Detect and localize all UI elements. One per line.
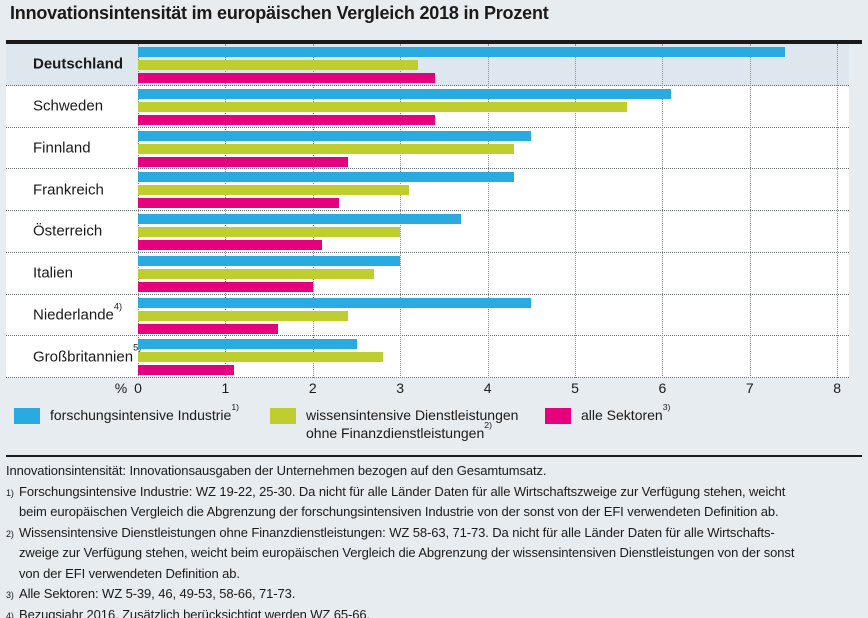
bar-alle-sektoren — [138, 198, 339, 209]
gridline — [400, 44, 402, 378]
country-label: Finnland — [33, 139, 91, 157]
country-label: Niederlande4) — [33, 301, 123, 324]
country-label: Deutschland — [33, 55, 124, 73]
footnote-line: Innovationsintensität: Innovationsausgab… — [6, 463, 547, 478]
bar-alle-sektoren — [138, 156, 348, 167]
chart-title: Innovationsintensität im europäischen Ve… — [10, 3, 549, 23]
footnote-marker: 4) — [6, 610, 14, 618]
bar-forschungsintensive-industrie — [138, 214, 462, 224]
footnote-line: Bezugsjahr 2016. Zusätzlich berücksichti… — [19, 606, 371, 618]
country-label: Italien — [33, 264, 74, 282]
legend-label-line: alle Sektoren3) — [581, 402, 671, 423]
country-row: Frankreich — [6, 169, 849, 211]
bar-alle-sektoren — [138, 240, 322, 250]
footnote-divider — [6, 455, 862, 457]
footnote-line: Alle Sektoren: WZ 5-39, 46, 49-53, 58-66… — [19, 586, 296, 601]
footnote: 1) Forschungsintensive Industrie: WZ 19-2… — [6, 482, 864, 523]
legend-label-line: forschungsintensive Industrie1) — [50, 402, 240, 423]
bar-forschungsintensive-industrie — [138, 255, 401, 266]
country-row: Schweden — [6, 86, 849, 128]
gridline — [749, 44, 751, 378]
axis-tick-label: 7 — [745, 380, 754, 396]
footnote-line: beim europäischen Vergleich die Abgrenzu… — [19, 504, 779, 519]
bar-forschungsintensive-industrie — [138, 130, 532, 141]
bar-alle-sektoren — [138, 281, 313, 292]
legend-swatch — [14, 408, 40, 424]
country-row: Italien — [6, 253, 849, 295]
footnote: 4) Bezugsjahr 2016. Zusätzlich berücksich… — [6, 605, 864, 618]
footnote-marker: 2) — [484, 420, 492, 431]
bar-alle-sektoren — [138, 73, 436, 83]
axis-tick-label: 5 — [571, 380, 579, 396]
legend-swatch — [270, 408, 296, 424]
x-axis: % 0 1 2 3 4 5 6 7 8 — [6, 380, 849, 398]
bar-wissensintensive-dienstleistungen — [138, 310, 348, 321]
gridline — [662, 44, 664, 378]
country-label: Schweden — [33, 97, 104, 115]
gridline — [225, 44, 227, 378]
bar-alle-sektoren — [138, 365, 235, 376]
country-label: Österreich — [33, 222, 103, 240]
axis-tick-label: 8 — [833, 380, 842, 396]
bar-wissensintensive-dienstleistungen — [138, 352, 383, 363]
legend-label-line: ohne Finanzdienstleistungen2) — [306, 420, 492, 441]
bar-forschungsintensive-industrie — [138, 88, 672, 99]
bar-wissensintensive-dienstleistungen — [138, 143, 514, 154]
gridline — [837, 44, 839, 378]
footnote-marker: 5) — [133, 343, 141, 353]
bar-forschungsintensive-industrie — [138, 172, 514, 183]
footnotes: Innovationsintensität: Innovationsausgab… — [6, 461, 864, 618]
country-row: Österreich — [6, 211, 849, 253]
legend-label: alle Sektoren3) — [581, 402, 671, 424]
footnote-line: Wissensintensive Dienstleistungen ohne F… — [19, 524, 775, 540]
country-row: Großbritannien5) — [6, 336, 849, 378]
axis-tick-label: 2 — [308, 380, 317, 396]
bar-forschungsintensive-industrie — [138, 297, 532, 308]
footnote: 3) Alle Sektoren: WZ 5-39, 46, 49-53, 58-… — [6, 584, 864, 605]
gridline — [575, 44, 576, 378]
footnote-marker: 3) — [6, 590, 14, 600]
footnote-line: von der EFI verwendeten Definition ab. — [19, 565, 240, 581]
legend-label: forschungsintensive Industrie1) — [50, 402, 240, 424]
country-row: Deutschland — [6, 44, 849, 86]
axis-tick-label: 4 — [483, 380, 492, 396]
axis-unit-label: % — [114, 380, 128, 396]
bar-chart: Deutschland Schweden Finnland Frankreich Öst… — [6, 44, 849, 378]
footnote-marker: 2) — [6, 528, 14, 539]
country-row: Finnland — [6, 128, 849, 170]
bar-forschungsintensive-industrie — [138, 339, 357, 350]
country-row: Niederlande4) — [6, 295, 849, 337]
footnote-marker: 3) — [662, 402, 671, 413]
title-divider — [6, 40, 862, 44]
bar-wissensintensive-dienstleistungen — [138, 60, 418, 70]
axis-tick-label: 3 — [396, 380, 405, 396]
axis-tick-label: 0 — [134, 380, 142, 396]
bar-alle-sektoren — [138, 114, 436, 125]
bar-wissensintensive-dienstleistungen — [138, 185, 409, 196]
country-label: Frankreich — [33, 181, 104, 199]
gridline — [312, 44, 314, 378]
legend: forschungsintensive Industrie1) wissensin… — [6, 402, 862, 452]
footnote-line: zweige zur Verfügung stehen, weicht beim… — [19, 545, 795, 560]
bar-alle-sektoren — [138, 323, 278, 334]
bar-forschungsintensive-industrie — [138, 47, 785, 57]
bar-wissensintensive-dienstleistungen — [138, 101, 628, 112]
footnote: 2) Wissensintensive Dienstleistungen ohne… — [6, 523, 864, 585]
legend-swatch — [545, 408, 571, 424]
footnote-marker: 1) — [6, 487, 14, 498]
gridline — [487, 44, 489, 378]
footnote: Innovationsintensität: Innovationsausgab… — [6, 461, 864, 482]
axis-tick-label: 6 — [658, 380, 667, 396]
footnote-marker: 4) — [113, 301, 123, 312]
country-label: Großbritannien5) — [33, 343, 141, 365]
bar-wissensintensive-dienstleistungen — [138, 268, 374, 279]
legend-label: wissensintensive Dienstleistungen ohne Fi… — [306, 406, 518, 442]
footnote-marker: 1) — [231, 402, 240, 413]
footnote-line: Forschungsintensive Industrie: WZ 19-22,… — [19, 483, 786, 499]
bar-wissensintensive-dienstleistungen — [138, 227, 401, 237]
axis-tick-label: 1 — [221, 380, 230, 396]
legend-label-line: wissensintensive Dienstleistungen — [306, 407, 519, 423]
gridline — [138, 44, 139, 378]
